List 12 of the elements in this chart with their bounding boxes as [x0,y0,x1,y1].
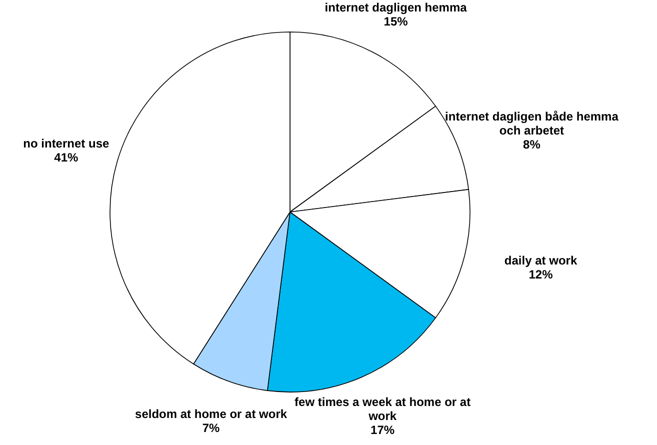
slice-label: internet dagligen både hemma och arbetet [445,109,619,138]
slice-label: seldom at home or at work [135,407,288,422]
data-label: 7% [202,421,220,436]
slice-label: daily at work [504,253,578,268]
slice-label: few times a week at home or at work [294,394,471,423]
slice-label: no internet use [23,136,110,150]
data-label: 12% [528,267,554,282]
data-label: 41% [54,150,78,164]
data-label: 17% [370,422,395,437]
data-label: 15% [384,14,408,28]
data-label: 8% [523,137,541,152]
slice-label: internet dagligen hemma [324,0,468,14]
